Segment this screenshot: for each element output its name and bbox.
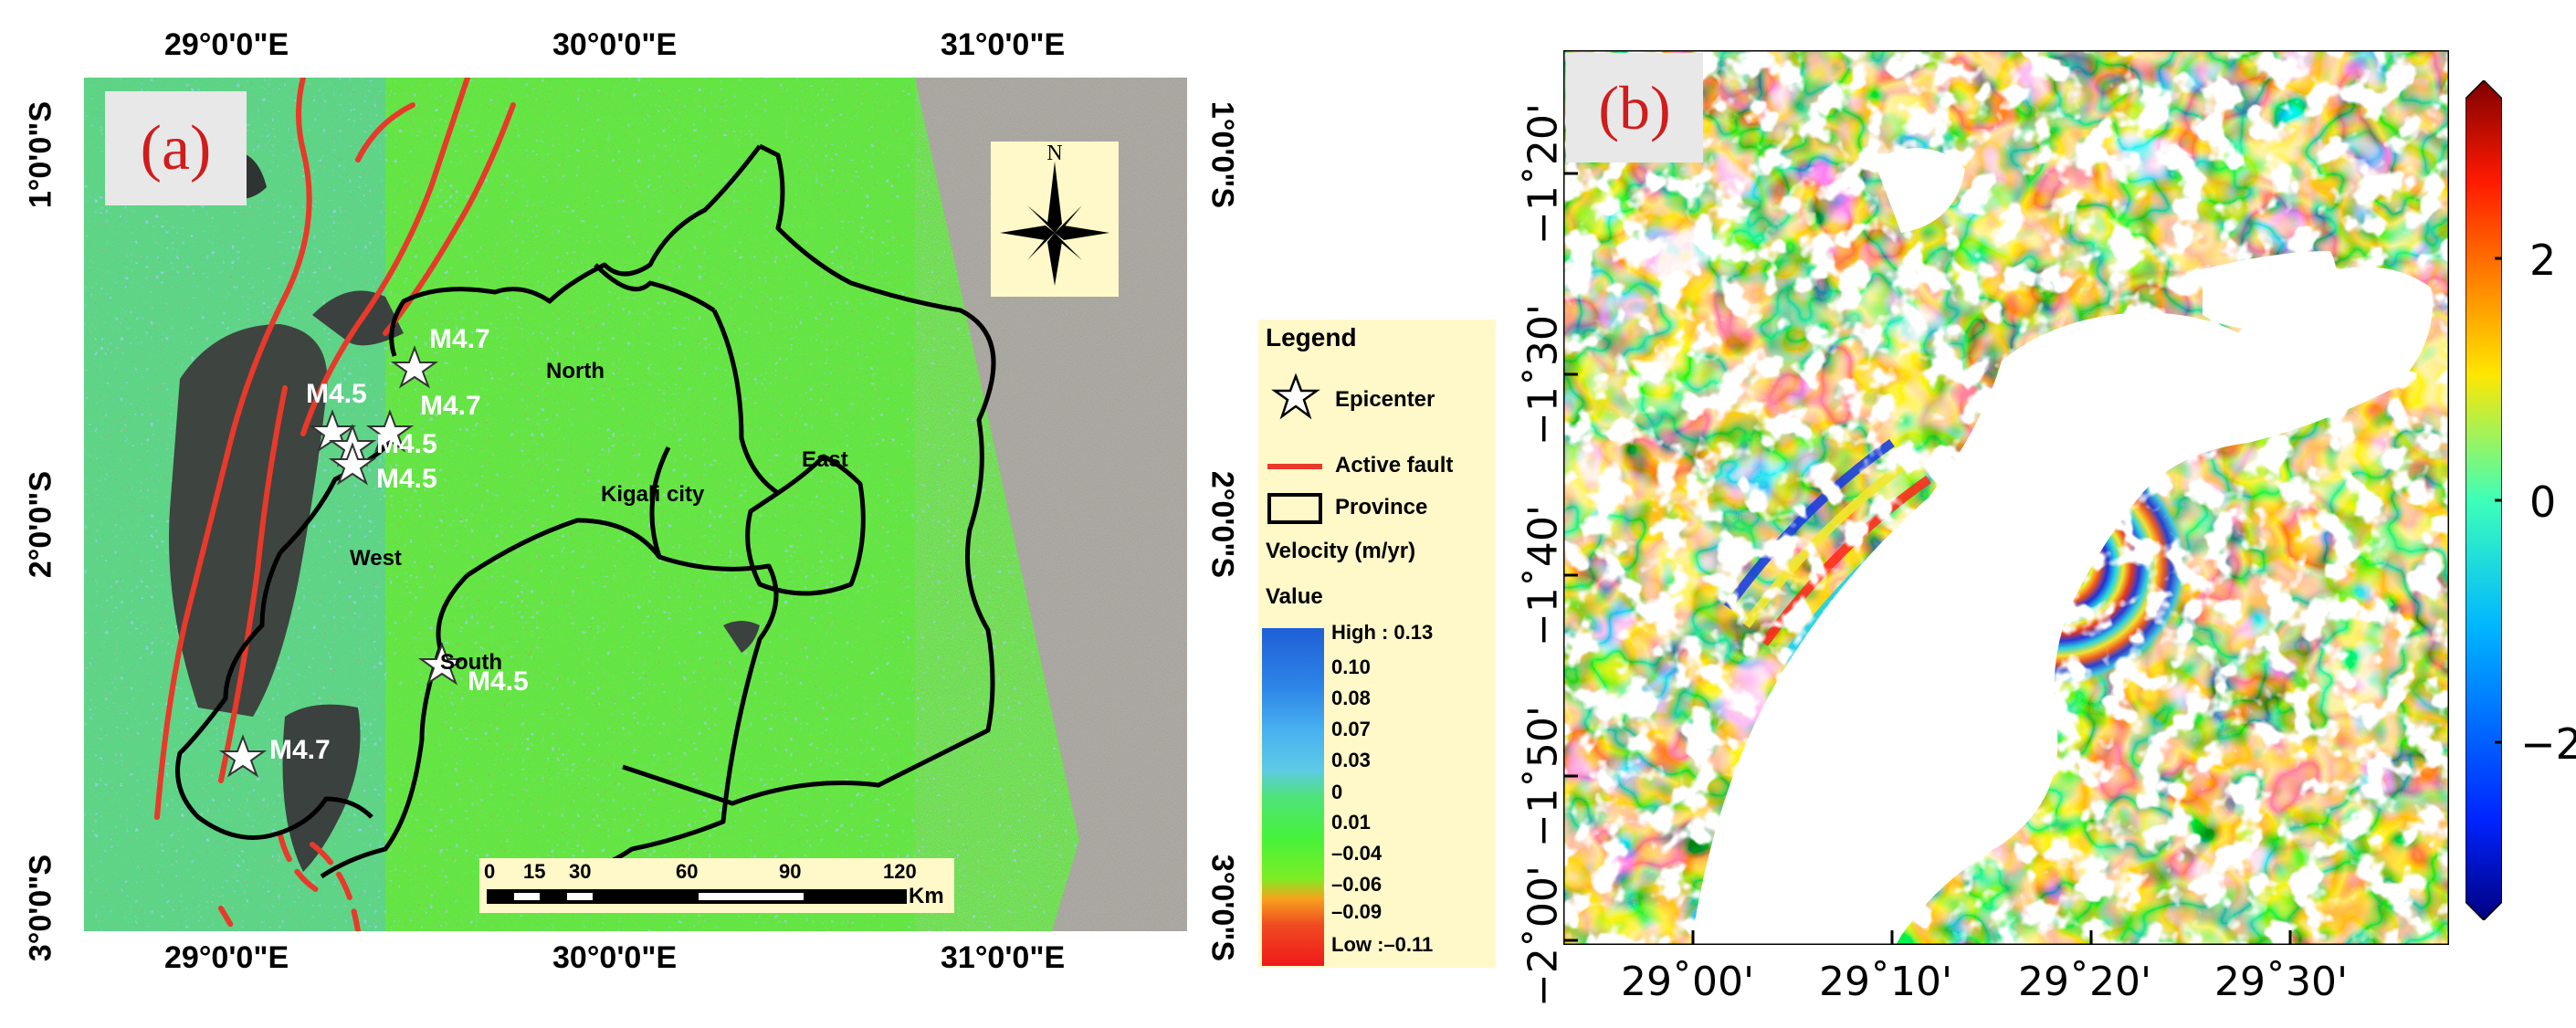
ramp-label: –0.06 <box>1331 873 1383 896</box>
bottom-tick-31e: 31°0'0"E <box>941 940 1066 975</box>
active-fault-swatch <box>1267 464 1322 469</box>
epicenter-stars <box>218 345 467 778</box>
scale-tick: 60 <box>676 860 699 883</box>
epicenter-icon <box>1271 372 1320 420</box>
eq-label: M4.7 <box>269 735 331 765</box>
epicenter-star <box>365 409 415 453</box>
scale-bar: 0 15 30 60 90 120 Km <box>479 858 954 913</box>
legend-province: Province <box>1335 495 1428 519</box>
left-tick-2s: 2°0'0"S <box>23 470 58 579</box>
scale-tick: 120 <box>883 860 917 883</box>
epicenter-star <box>390 345 439 389</box>
eq-label: M4.5 <box>376 429 437 459</box>
province-label-south: South <box>440 650 502 675</box>
eq-label: M4.5 <box>306 379 367 409</box>
eq-label: M4.7 <box>420 391 481 421</box>
x-tick-label: 29˚30' <box>2214 959 2349 1005</box>
province-swatch <box>1267 493 1322 524</box>
epicenter-star <box>218 734 268 778</box>
left-tick-3s: 3°0'0"S <box>23 854 58 962</box>
colorbar-tick: 0 <box>2529 477 2557 527</box>
north-arrow: N <box>991 142 1119 297</box>
bottom-tick-29e: 29°0'0"E <box>164 940 289 975</box>
province-label-north: North <box>546 359 605 383</box>
eq-label: M4.5 <box>376 464 437 494</box>
province-label-west: West <box>350 546 402 571</box>
legend-velocity: Velocity (m/yr) <box>1266 539 1416 563</box>
x-tick-label: 29˚00' <box>1621 959 1755 1005</box>
right-tick-3s: 3°0'0"S <box>1204 854 1240 962</box>
legend-epicenter: Epicenter <box>1335 387 1435 412</box>
eq-label: M4.7 <box>429 324 490 354</box>
y-tick-label: −1˚30' <box>1519 304 1567 446</box>
y-tick-label: −1˚20' <box>1519 103 1567 245</box>
scale-tick: 90 <box>779 860 802 883</box>
right-tick-1s: 1°0'0"S <box>1204 100 1240 209</box>
ramp-label: –0.09 <box>1331 900 1383 923</box>
panel-a-label: (a) <box>105 91 247 205</box>
legend-value: Value <box>1266 584 1323 609</box>
velocity-map <box>84 78 1187 931</box>
interferogram <box>1563 50 2449 945</box>
scale-tick: 15 <box>523 860 546 883</box>
ramp-label: High : 0.13 <box>1331 621 1434 644</box>
ramp-label: 0.01 <box>1331 811 1371 834</box>
ramp-label: Low :–0.11 <box>1331 933 1434 956</box>
province-label-east: East <box>802 447 848 472</box>
velocity-ramp <box>1262 628 1324 966</box>
right-tick-2s: 2°0'0"S <box>1204 470 1240 579</box>
scale-bar-graphic <box>487 889 907 904</box>
colorbar-tick: −2 <box>2520 719 2576 769</box>
epicenter-star <box>417 642 467 686</box>
scale-tick: 0 <box>484 860 496 883</box>
top-tick-30e: 30°0'0"E <box>552 27 678 62</box>
ramp-label: 0.03 <box>1331 749 1371 771</box>
legend-active-fault: Active fault <box>1335 453 1454 477</box>
ramp-label: 0.10 <box>1331 656 1371 678</box>
y-tick-label: −2˚00' <box>1519 865 1567 1007</box>
ramp-label: 0.07 <box>1331 718 1371 740</box>
top-tick-31e: 31°0'0"E <box>941 27 1066 62</box>
x-tick-label: 29˚20' <box>2018 959 2152 1005</box>
ramp-label: 0.08 <box>1331 687 1371 709</box>
ramp-label: 0 <box>1331 781 1343 803</box>
colorbar-tick: 2 <box>2529 236 2557 285</box>
panel-b-label: (b) <box>1566 53 1703 163</box>
x-tick-label: 29˚10' <box>1819 959 1953 1005</box>
y-tick-label: −1˚40' <box>1519 505 1567 646</box>
province-label-kigali: Kigali city <box>601 482 705 507</box>
y-tick-label: −1˚50' <box>1519 706 1567 847</box>
eq-label: M4.5 <box>468 666 529 697</box>
ramp-label: –0.04 <box>1331 842 1383 865</box>
bottom-tick-30e: 30°0'0"E <box>552 940 678 975</box>
left-tick-1s: 1°0'0"S <box>23 100 58 209</box>
phase-colorbar <box>2466 80 2502 920</box>
top-tick-29e: 29°0'0"E <box>164 27 289 62</box>
epicenter-star <box>328 442 377 486</box>
map-legend: Legend Epicenter Active fault Province V… <box>1258 320 1496 968</box>
scale-unit: Km <box>909 884 944 908</box>
north-arrow-label: N <box>1046 142 1063 165</box>
compass-icon <box>1000 162 1109 286</box>
scale-tick: 30 <box>569 860 592 883</box>
legend-title: Legend <box>1266 323 1357 351</box>
